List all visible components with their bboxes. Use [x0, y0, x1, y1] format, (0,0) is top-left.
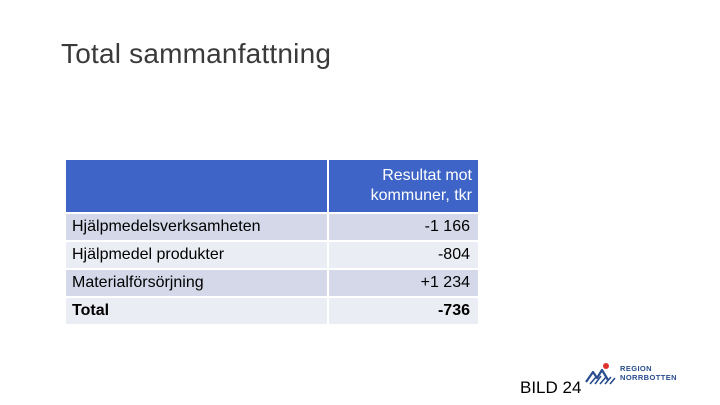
- table-row: Hjälpmedelsverksamheten -1 166: [66, 213, 480, 242]
- header-line-2: kommuner, tkr: [370, 187, 472, 204]
- row-value: -1 166: [328, 213, 480, 242]
- region-logo-text: REGION NORRBOTTEN: [620, 364, 677, 382]
- row-value: +1 234: [328, 269, 480, 298]
- table-row: Hjälpmedel produkter -804: [66, 241, 480, 270]
- summary-table: Resultat mot kommuner, tkr Hjälpmedelsve…: [66, 160, 480, 326]
- table-header-row: Resultat mot kommuner, tkr: [66, 160, 480, 214]
- logo-line-2: NORRBOTTEN: [620, 373, 677, 382]
- row-value: -736: [328, 297, 480, 326]
- row-label: Total: [66, 297, 329, 326]
- row-label: Hjälpmedelsverksamheten: [66, 213, 329, 242]
- slide-title: Total sammanfattning: [61, 38, 332, 69]
- logo-line-1: REGION: [620, 364, 652, 373]
- table-header-result-cell: Resultat mot kommuner, tkr: [328, 160, 480, 214]
- region-logo-mark-icon: [585, 363, 616, 385]
- row-label: Hjälpmedel produkter: [66, 241, 329, 270]
- slide-number: BILD 24: [520, 378, 582, 397]
- table-header-empty-cell: [66, 160, 329, 214]
- row-value: -804: [328, 241, 480, 270]
- header-line-1: Resultat mot: [382, 167, 472, 184]
- table-row-total: Total -736: [66, 297, 480, 326]
- region-logo: REGION NORRBOTTEN: [584, 360, 684, 386]
- row-label: Materialförsörjning: [66, 269, 329, 298]
- table-row: Materialförsörjning +1 234: [66, 269, 480, 298]
